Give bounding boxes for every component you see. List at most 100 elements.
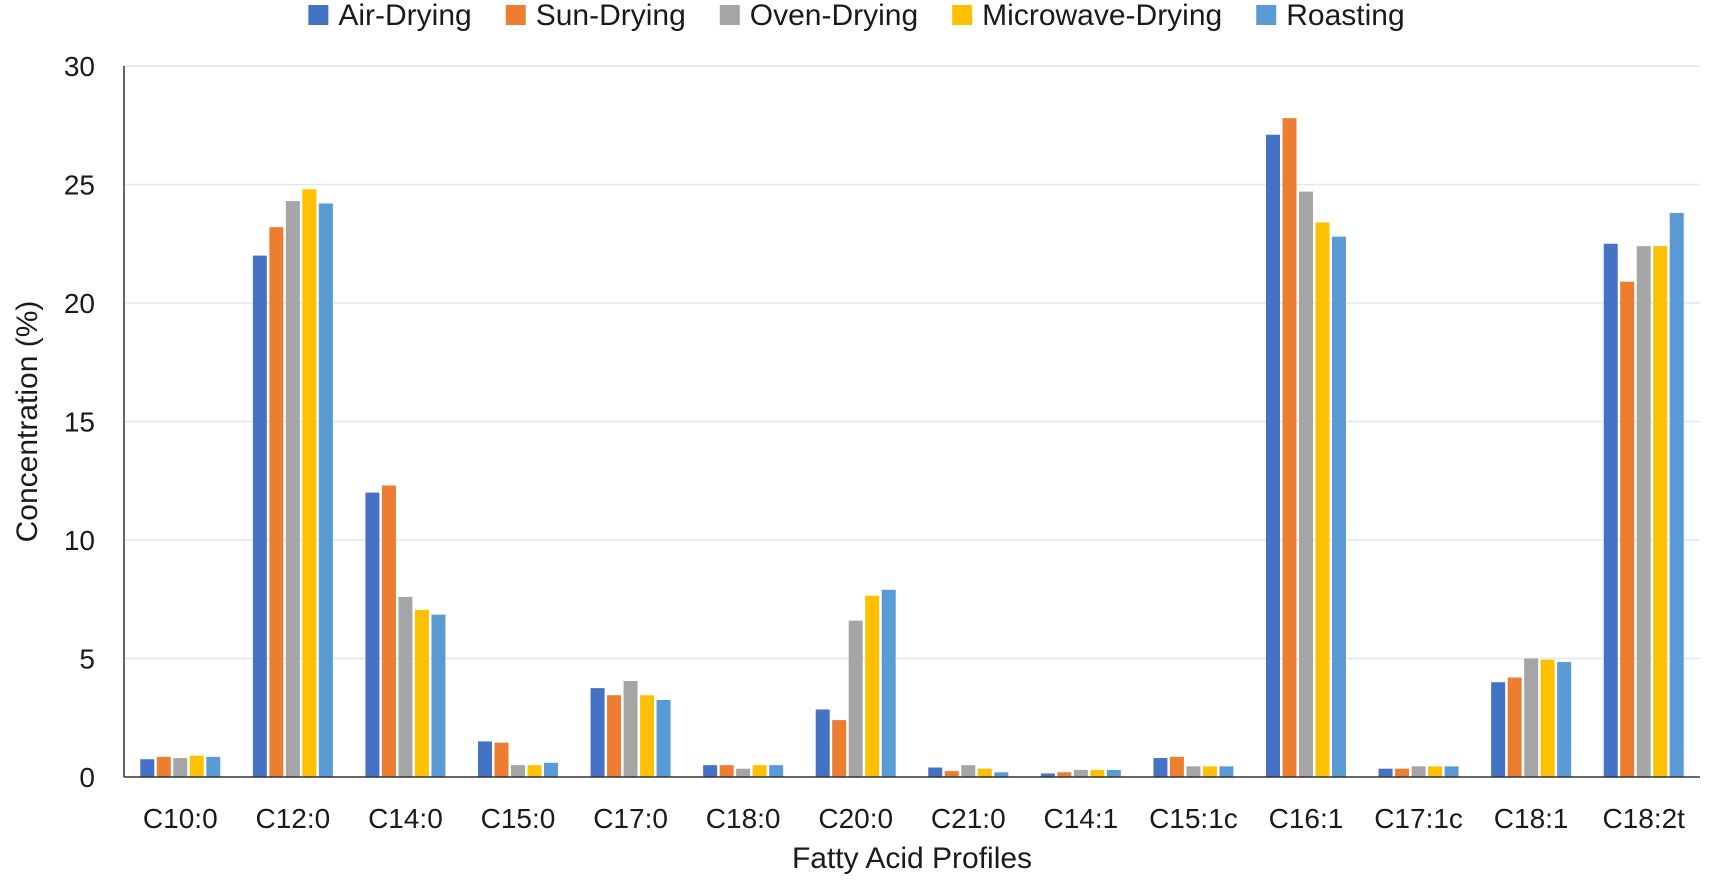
bar-roasting-c18-1	[1557, 662, 1572, 777]
bar-roasting-c14-0	[431, 614, 446, 777]
bar-roasting-c15-1c	[1219, 766, 1234, 777]
bar-oven-drying-c17-1c	[1411, 766, 1426, 777]
legend-swatch	[308, 5, 329, 25]
bar-roasting-c21-0	[994, 772, 1009, 777]
bar-microwave-drying-c12-0	[302, 189, 317, 778]
bar-microwave-drying-c16-1	[1315, 222, 1330, 778]
bar-microwave-drying-c17-1c	[1428, 766, 1443, 777]
legend-label: Microwave-Drying	[982, 0, 1222, 32]
bar-sun-drying-c20-0	[832, 720, 847, 777]
bar-air-drying-c18-0	[703, 765, 718, 777]
bar-oven-drying-c15-1c	[1186, 766, 1201, 777]
x-tick-label: C18:1	[1494, 803, 1569, 834]
x-tick-label: C16:1	[1269, 803, 1344, 834]
bar-air-drying-c14-0	[365, 492, 380, 777]
x-axis-title: Fatty Acid Profiles	[792, 842, 1032, 875]
bar-sun-drying-c17-0	[607, 695, 622, 777]
x-tick-label: C17:0	[593, 803, 668, 834]
bar-microwave-drying-c18-0	[752, 765, 767, 777]
bar-air-drying-c15-0	[478, 741, 492, 777]
bar-sun-drying-c15-1c	[1169, 756, 1184, 777]
y-tick-label: 20	[64, 288, 95, 319]
gridlines	[124, 65, 1700, 660]
legend-item-microwave-drying: Microwave-Drying	[952, 0, 1222, 32]
bar-sun-drying-c12-0	[269, 227, 284, 777]
legend-swatch	[505, 5, 526, 25]
bar-roasting-c17-1c	[1444, 766, 1459, 777]
legend: Air-Drying Sun-Drying Oven-Drying Microwave…	[308, 0, 1405, 32]
bar-roasting-c12-0	[318, 203, 333, 777]
bar-roasting-c15-0	[544, 762, 558, 777]
bar-roasting-c18-0	[769, 765, 784, 777]
bar-roasting-c18-2t	[1669, 212, 1684, 777]
bar-air-drying-c18-2t	[1603, 243, 1618, 777]
bar-air-drying-c21-0	[928, 767, 943, 777]
legend-swatch	[719, 5, 740, 25]
bar-microwave-drying-c21-0	[977, 768, 992, 777]
bar-microwave-drying-c20-0	[865, 595, 880, 777]
y-tick-label: 30	[64, 51, 95, 82]
x-tick-label: C18:0	[706, 803, 781, 834]
bar-sun-drying-c18-2t	[1620, 281, 1635, 777]
axes: 0 5 10 15 20 25 30 C10:0 C12:0 C14:0 C15:0 C17:0 C18…	[64, 51, 1700, 834]
y-tick-label: 5	[79, 644, 95, 675]
bar-air-drying-c17-0	[590, 688, 605, 778]
legend-label: Air-Drying	[338, 0, 471, 32]
bar-air-drying-c15-1c	[1153, 758, 1168, 777]
y-tick-label: 0	[79, 762, 95, 793]
y-tick-label: 25	[64, 170, 95, 201]
y-tick-label: 15	[64, 407, 95, 438]
bar-roasting-c17-0	[656, 699, 671, 777]
bar-oven-drying-c14-0	[398, 596, 413, 777]
bar-sun-drying-c14-1	[1057, 772, 1072, 777]
bar-roasting-c20-0	[881, 589, 896, 777]
bar-sun-drying-c18-1	[1507, 677, 1522, 777]
bar-oven-drying-c18-2t	[1636, 246, 1651, 777]
bar-air-drying-c18-1	[1491, 682, 1506, 777]
bar-air-drying-c20-0	[815, 709, 830, 777]
bar-oven-drying-c17-0	[623, 681, 638, 777]
bar-sun-drying-c15-0	[494, 742, 509, 777]
y-axis-title: Concentration (%)	[11, 301, 44, 543]
x-tick-label: C15:0	[481, 803, 556, 834]
bar-oven-drying-c21-0	[961, 765, 976, 777]
bar-roasting-c14-1	[1106, 769, 1121, 777]
x-tick-label: C14:0	[368, 803, 443, 834]
legend-item-oven-drying: Oven-Drying	[719, 0, 918, 32]
bar-air-drying-c12-0	[252, 255, 267, 778]
x-tick-label: C10:0	[143, 803, 218, 834]
x-tick-label: C12:0	[255, 803, 330, 834]
legend-item-air-drying: Air-Drying	[308, 0, 472, 32]
bar-oven-drying-c20-0	[848, 620, 863, 777]
x-tick-label: C21:0	[931, 803, 1006, 834]
legend-label: Oven-Drying	[750, 0, 918, 32]
y-tick-label: 10	[64, 525, 95, 556]
bars	[140, 118, 1684, 778]
bar-sun-drying-c14-0	[381, 485, 396, 777]
x-tick-label: C20:0	[818, 803, 893, 834]
bar-sun-drying-c17-1c	[1395, 768, 1410, 777]
legend-item-roasting: Roasting	[1256, 0, 1405, 32]
bar-sun-drying-c21-0	[944, 771, 959, 777]
bar-oven-drying-c16-1	[1299, 191, 1313, 778]
bar-oven-drying-c18-0	[736, 768, 751, 777]
x-tick-label: C17:1c	[1374, 803, 1463, 834]
bar-air-drying-c10-0	[140, 759, 155, 777]
bar-oven-drying-c15-0	[511, 765, 525, 777]
bar-microwave-drying-c18-2t	[1653, 246, 1668, 777]
bar-air-drying-c17-1c	[1378, 768, 1393, 777]
bar-oven-drying-c12-0	[285, 201, 300, 778]
bar-microwave-drying-c15-1c	[1202, 766, 1217, 777]
bar-sun-drying-c10-0	[156, 756, 171, 777]
bar-oven-drying-c18-1	[1524, 658, 1539, 777]
legend-label: Sun-Drying	[536, 0, 686, 32]
bar-air-drying-c14-1	[1040, 773, 1055, 777]
x-tick-label: C14:1	[1043, 803, 1118, 834]
x-tick-label: C18:2t	[1602, 803, 1685, 834]
bar-oven-drying-c14-1	[1073, 769, 1088, 777]
bar-sun-drying-c16-1	[1282, 118, 1297, 777]
bar-microwave-drying-c18-1	[1540, 659, 1555, 777]
legend-swatch	[1256, 5, 1277, 25]
